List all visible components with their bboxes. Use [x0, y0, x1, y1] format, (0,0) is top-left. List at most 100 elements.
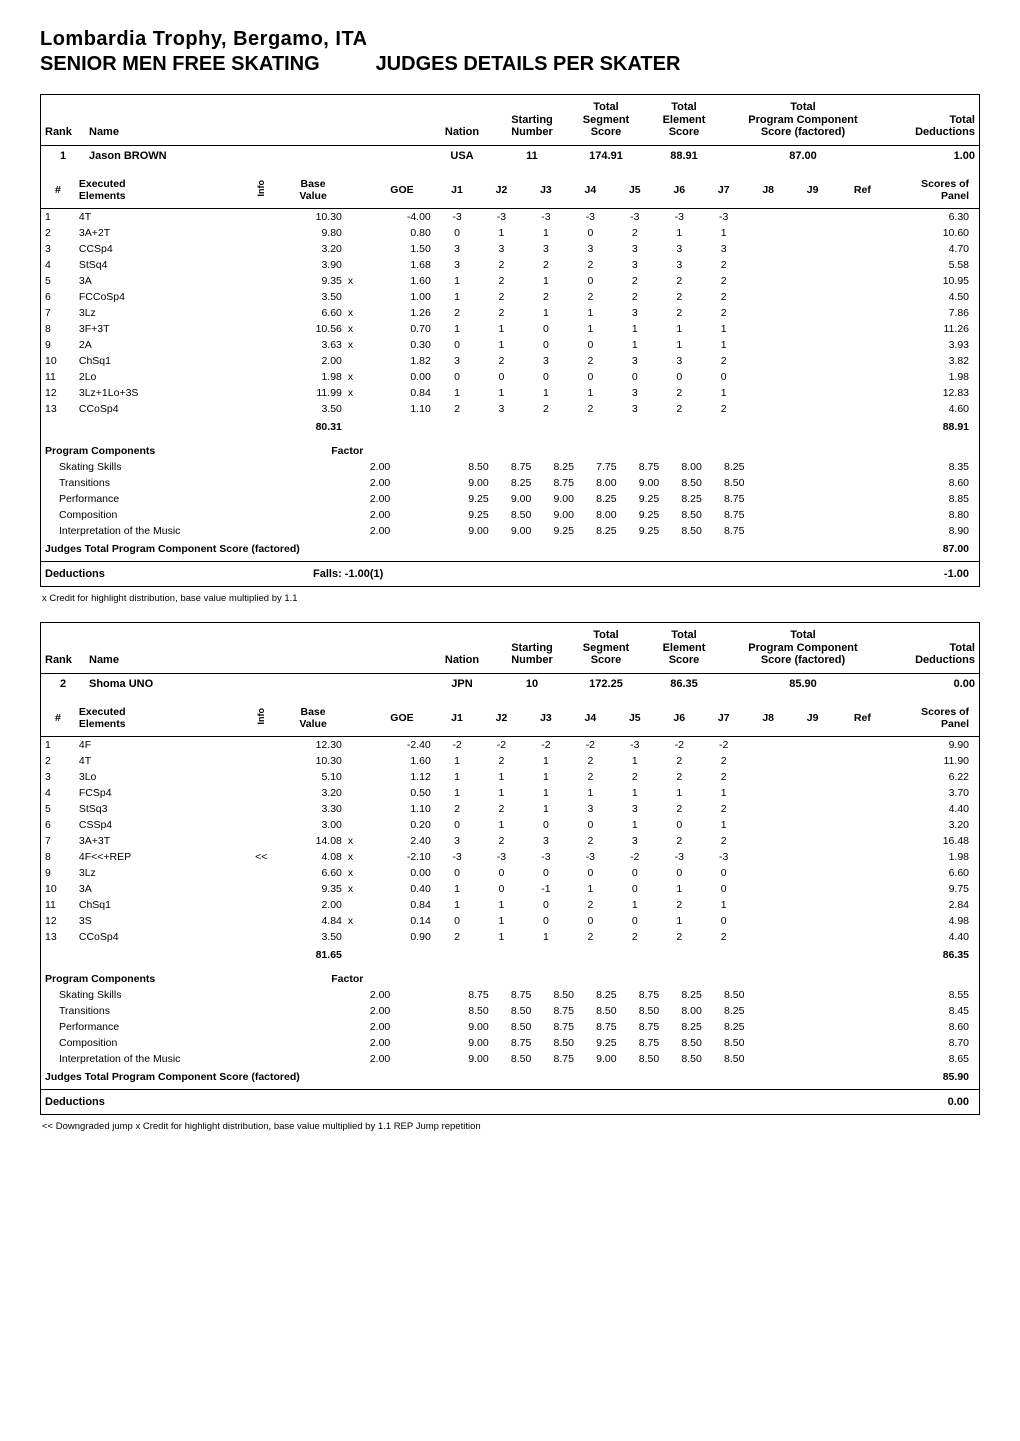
elem-goe: 1.60 — [369, 273, 435, 289]
elem-bv: 2.00 — [280, 897, 346, 913]
skater-tss: 172.25 — [567, 674, 645, 700]
elem-num: 4 — [41, 257, 75, 273]
pcs-judge: 8.25 — [670, 491, 713, 507]
pcs-row: Transitions2.009.008.258.758.009.008.508… — [41, 475, 979, 491]
pcs-judge: 8.50 — [500, 1003, 543, 1019]
elem-info — [242, 913, 280, 929]
elem-judge — [790, 369, 834, 385]
elem-goe: 1.60 — [369, 753, 435, 769]
pcs-judge: 8.75 — [542, 1051, 585, 1067]
elem-bv: 4.08 — [280, 849, 346, 865]
pcs-judge — [798, 1019, 841, 1035]
elem-judge — [790, 785, 834, 801]
pcs-score: 8.55 — [894, 987, 979, 1003]
pcs-judge — [756, 507, 799, 523]
elem-judge: -3 — [657, 849, 701, 865]
elem-judge: 2 — [435, 801, 479, 817]
elem-judge: 2 — [479, 833, 523, 849]
elem-judge: 1 — [524, 305, 568, 321]
segment-right: JUDGES DETAILS PER SKATER — [376, 53, 681, 75]
elem-judge: -2 — [657, 736, 701, 753]
elem-judge: 2 — [568, 753, 612, 769]
element-row: 24T10.301.60121212211.90 — [41, 753, 979, 769]
elem-goe: 1.10 — [369, 401, 435, 417]
elem-judge: -2 — [479, 736, 523, 753]
elem-ref — [835, 849, 890, 865]
elem-judge: 2 — [657, 385, 701, 401]
elem-x: x — [346, 913, 369, 929]
elem-judge: -3 — [524, 208, 568, 225]
elem-name: 3Lz+1Lo+3S — [75, 385, 242, 401]
elem-x: x — [346, 833, 369, 849]
pcs-judge: 8.25 — [585, 491, 628, 507]
info-header: Info — [257, 180, 266, 197]
elem-goe: 0.00 — [369, 369, 435, 385]
elem-judge — [746, 385, 790, 401]
elem-name: 2Lo — [75, 369, 242, 385]
element-row: 14F12.30-2.40-2-2-2-2-3-2-29.90 — [41, 736, 979, 753]
elem-judge: 3 — [568, 241, 612, 257]
elem-judge — [746, 769, 790, 785]
elem-judge: 3 — [524, 833, 568, 849]
pcs-name: Transitions — [41, 1003, 327, 1019]
pcs-judge: 8.00 — [670, 1003, 713, 1019]
elem-judge: -3 — [435, 849, 479, 865]
elem-x — [346, 241, 369, 257]
elem-judge: 1 — [435, 769, 479, 785]
elem-info — [242, 801, 280, 817]
elem-sop: 5.58 — [890, 257, 979, 273]
elem-judge: 1 — [479, 321, 523, 337]
elem-sop: 3.20 — [890, 817, 979, 833]
elem-bv: 9.80 — [280, 225, 346, 241]
elem-bv: 10.30 — [280, 753, 346, 769]
pcs-judge: 8.50 — [670, 507, 713, 523]
elem-ref — [835, 257, 890, 273]
elem-info — [242, 736, 280, 753]
elem-judge: 2 — [657, 929, 701, 945]
pcs-judge: 8.25 — [542, 459, 585, 475]
pcs-judge: 8.75 — [628, 987, 671, 1003]
elem-bv: 3.20 — [280, 785, 346, 801]
hdr-name: Name — [85, 95, 301, 145]
elem-judge: 1 — [435, 321, 479, 337]
elem-goe: -2.40 — [369, 736, 435, 753]
elem-judge — [746, 225, 790, 241]
pcs-row: Composition2.009.258.509.008.009.258.508… — [41, 507, 979, 523]
pcs-judge: 8.50 — [457, 459, 500, 475]
elem-judge — [790, 257, 834, 273]
elem-judge: 0 — [524, 321, 568, 337]
elem-judge — [790, 273, 834, 289]
elem-num: 5 — [41, 801, 75, 817]
elem-judge: 1 — [613, 753, 657, 769]
elem-judge: 1 — [702, 897, 746, 913]
elem-ref — [835, 817, 890, 833]
elem-num: 8 — [41, 849, 75, 865]
elem-judge: 3 — [479, 241, 523, 257]
elem-goe: 0.20 — [369, 817, 435, 833]
elem-num: 11 — [41, 369, 75, 385]
elem-judge: 3 — [435, 833, 479, 849]
pcs-judge — [798, 1051, 841, 1067]
pcs-name: Performance — [41, 1019, 327, 1035]
elem-info — [242, 208, 280, 225]
elem-judge: 2 — [702, 833, 746, 849]
elem-bv: 3.30 — [280, 801, 346, 817]
elem-num: 6 — [41, 289, 75, 305]
elem-x — [346, 929, 369, 945]
elem-judge: 2 — [524, 401, 568, 417]
bv-total: 80.31 — [280, 417, 346, 439]
elem-judge: -3 — [479, 849, 523, 865]
pcs-judge: 9.00 — [457, 523, 500, 539]
skater-tss: 174.91 — [567, 146, 645, 172]
element-row: 4FCSp43.200.5011111113.70 — [41, 785, 979, 801]
elem-x — [346, 289, 369, 305]
pcs-total: 85.90 — [894, 1067, 979, 1089]
pcs-judge: 9.00 — [500, 523, 543, 539]
pcs-judge: 8.50 — [457, 1003, 500, 1019]
elem-sop: 7.86 — [890, 305, 979, 321]
elem-ref — [835, 736, 890, 753]
elem-judge: 1 — [702, 225, 746, 241]
elem-sop: 11.26 — [890, 321, 979, 337]
hdr-name: Name — [85, 623, 301, 673]
elem-x — [346, 208, 369, 225]
